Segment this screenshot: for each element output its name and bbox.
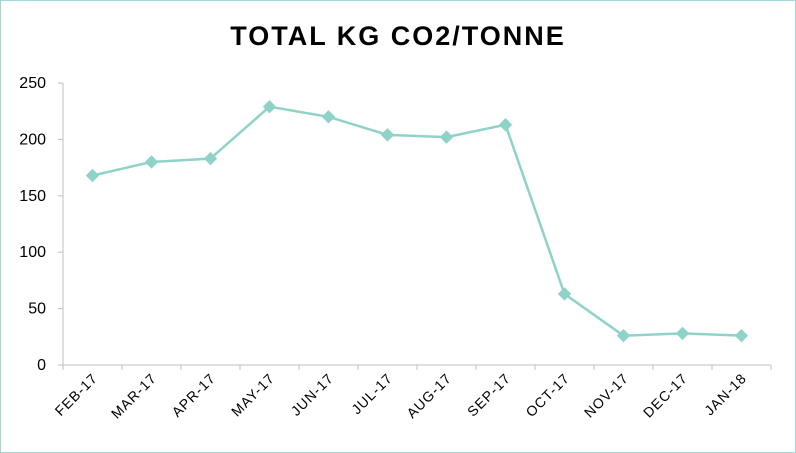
x-tick-label: JAN-18 [701,370,750,419]
x-tick-labels: FEB-17 MAR-17 APR-17 MAY-17 JUN-17 JUL-17 AUG-… [51,370,749,422]
x-tick-label: FEB-17 [51,370,100,419]
data-point-marker [262,99,277,114]
x-tick-label: MAY-17 [228,370,278,420]
x-tick-label: JUN-17 [287,370,336,419]
y-tick-label: 150 [19,188,46,205]
y-tick-label: 50 [28,301,46,318]
data-point-marker [734,328,749,343]
axes [58,82,772,370]
x-tick-label: MAR-17 [108,370,160,422]
x-tick-label: AUG-17 [403,370,454,421]
data-point-marker [321,110,336,124]
data-point-marker [616,328,631,343]
x-tick-label: SEP-17 [464,370,514,420]
x-tick-label: APR-17 [168,370,218,420]
y-tick-label: 0 [37,357,46,374]
data-point-marker [380,128,395,142]
x-tick-label: OCT-17 [522,370,572,420]
data-point-marker [557,287,572,301]
y-tick-label: 100 [19,244,46,261]
data-point-marker [439,130,454,144]
data-point-marker [675,326,690,341]
series [85,99,749,343]
x-tick-label: JUL-17 [348,370,395,417]
y-tick-labels: 0 50 100 150 200 250 [19,75,46,374]
data-point-marker [85,168,100,183]
y-tick-label: 200 [19,131,46,148]
data-point-marker [498,118,513,132]
data-point-marker [144,155,159,169]
data-point-marker [203,151,218,166]
y-tick-label: 250 [19,75,46,92]
chart-title: TOTAL KG CO2/TONNE [230,21,566,51]
x-tick-label: DEC-17 [640,370,691,421]
x-tick-label: NOV-17 [581,370,632,421]
series-line [92,105,742,337]
